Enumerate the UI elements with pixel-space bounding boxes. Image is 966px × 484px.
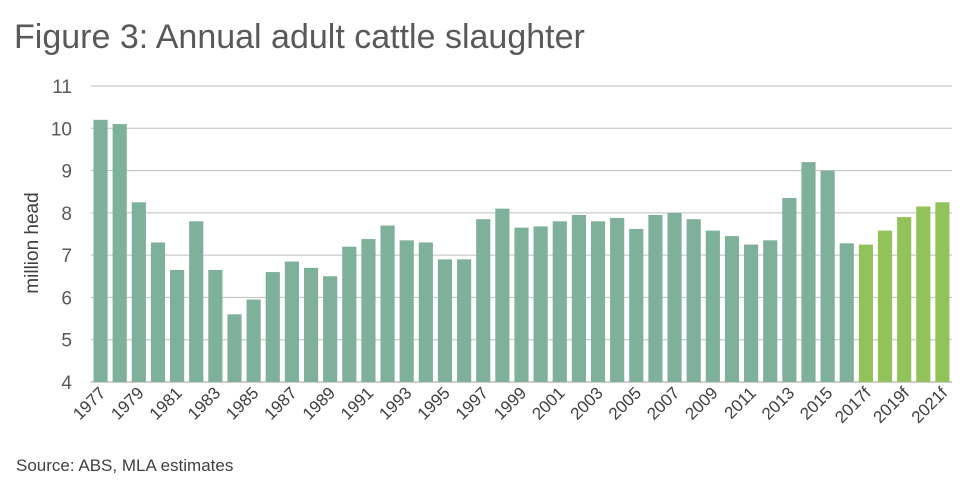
x-tick-label: 2003 <box>567 383 607 423</box>
bars <box>93 119 950 382</box>
y-tick-label: 6 <box>61 288 72 309</box>
y-tick-label: 11 <box>52 77 72 98</box>
x-tick-label: 1991 <box>337 383 377 423</box>
bar-1980 <box>150 242 166 382</box>
bar-1998 <box>495 208 510 382</box>
bar-1999 <box>514 227 529 382</box>
bar-2006 <box>648 214 663 382</box>
x-axis-ticks: 1977197919811983198519871989199119931995… <box>69 383 951 427</box>
bar-1986 <box>265 272 280 382</box>
x-tick-label: 1995 <box>414 383 454 423</box>
chart-title: Figure 3: Annual adult cattle slaughter <box>14 18 585 56</box>
source-note: Source: ABS, MLA estimates <box>16 456 234 475</box>
x-tick-label: 2017f <box>831 383 875 427</box>
bar-2018f <box>877 230 893 382</box>
x-tick-label: 2013 <box>758 383 798 423</box>
bar-2007 <box>667 212 682 382</box>
bar-2005 <box>629 228 644 382</box>
x-tick-label: 1993 <box>375 383 415 423</box>
bar-1982 <box>189 221 204 382</box>
bar-2021f <box>935 202 950 382</box>
x-tick-label: 2019f <box>870 383 914 427</box>
bar-1985 <box>246 299 261 382</box>
bar-2008 <box>686 219 701 382</box>
bar-1988 <box>303 267 319 382</box>
bar-2001 <box>552 221 567 382</box>
x-tick-label: 1981 <box>146 383 186 423</box>
y-tick-label: 7 <box>61 246 72 267</box>
bar-1995 <box>437 259 453 382</box>
bar-1992 <box>380 225 395 382</box>
x-tick-label: 2009 <box>681 383 721 423</box>
bar-2014 <box>801 162 816 382</box>
bar-1984 <box>227 314 242 382</box>
bar-2009 <box>705 230 720 382</box>
y-tick-label: 5 <box>61 331 72 352</box>
bar-1978 <box>112 124 127 382</box>
bar-2015 <box>820 170 835 382</box>
bar-2010 <box>724 236 740 382</box>
bar-1977 <box>93 119 108 382</box>
bar-1997 <box>476 219 491 382</box>
x-tick-label: 1977 <box>69 383 109 423</box>
bar-1996 <box>457 259 472 382</box>
bar-2016 <box>839 243 854 382</box>
bar-1981 <box>170 269 185 382</box>
bar-1983 <box>208 269 223 382</box>
y-tick-label: 8 <box>61 204 72 225</box>
bar-2013 <box>782 198 797 382</box>
x-tick-label: 1979 <box>107 383 147 423</box>
x-tick-label: 2001 <box>528 383 568 423</box>
bar-1993 <box>399 240 414 382</box>
bar-2000 <box>533 226 548 382</box>
x-tick-label: 2007 <box>643 383 683 423</box>
bar-2017f <box>858 244 873 382</box>
x-tick-label: 1983 <box>184 383 224 423</box>
x-tick-label: 2011 <box>721 383 760 422</box>
bar-2011 <box>744 244 759 382</box>
y-tick-label: 10 <box>51 119 72 140</box>
x-tick-label: 1997 <box>452 383 492 423</box>
y-axis-label: million head <box>22 192 43 293</box>
bar-2004 <box>610 217 625 382</box>
bar-2012 <box>763 240 778 382</box>
bar-2002 <box>571 214 586 382</box>
x-tick-label: 2005 <box>605 383 645 423</box>
bar-1994 <box>418 242 433 382</box>
x-tick-label: 1987 <box>261 383 301 423</box>
bar-2003 <box>590 221 606 382</box>
x-tick-label: 2021f <box>908 383 952 427</box>
x-tick-label: 1999 <box>490 383 530 423</box>
y-tick-label: 4 <box>61 373 72 394</box>
y-tick-label: 9 <box>61 162 72 183</box>
y-axis-ticks: 4 5 6 7 8 9 10 11 <box>51 77 73 394</box>
bar-1989 <box>323 276 338 382</box>
bar-1990 <box>342 246 357 382</box>
x-tick-label: 2015 <box>796 383 836 423</box>
bar-1979 <box>131 202 146 382</box>
x-tick-label: 1989 <box>299 383 339 423</box>
bar-1987 <box>284 261 299 382</box>
x-tick-label: 1985 <box>222 383 262 423</box>
bar-1991 <box>361 239 376 382</box>
bar-2019f <box>897 217 912 382</box>
bar-2020f <box>916 206 931 382</box>
